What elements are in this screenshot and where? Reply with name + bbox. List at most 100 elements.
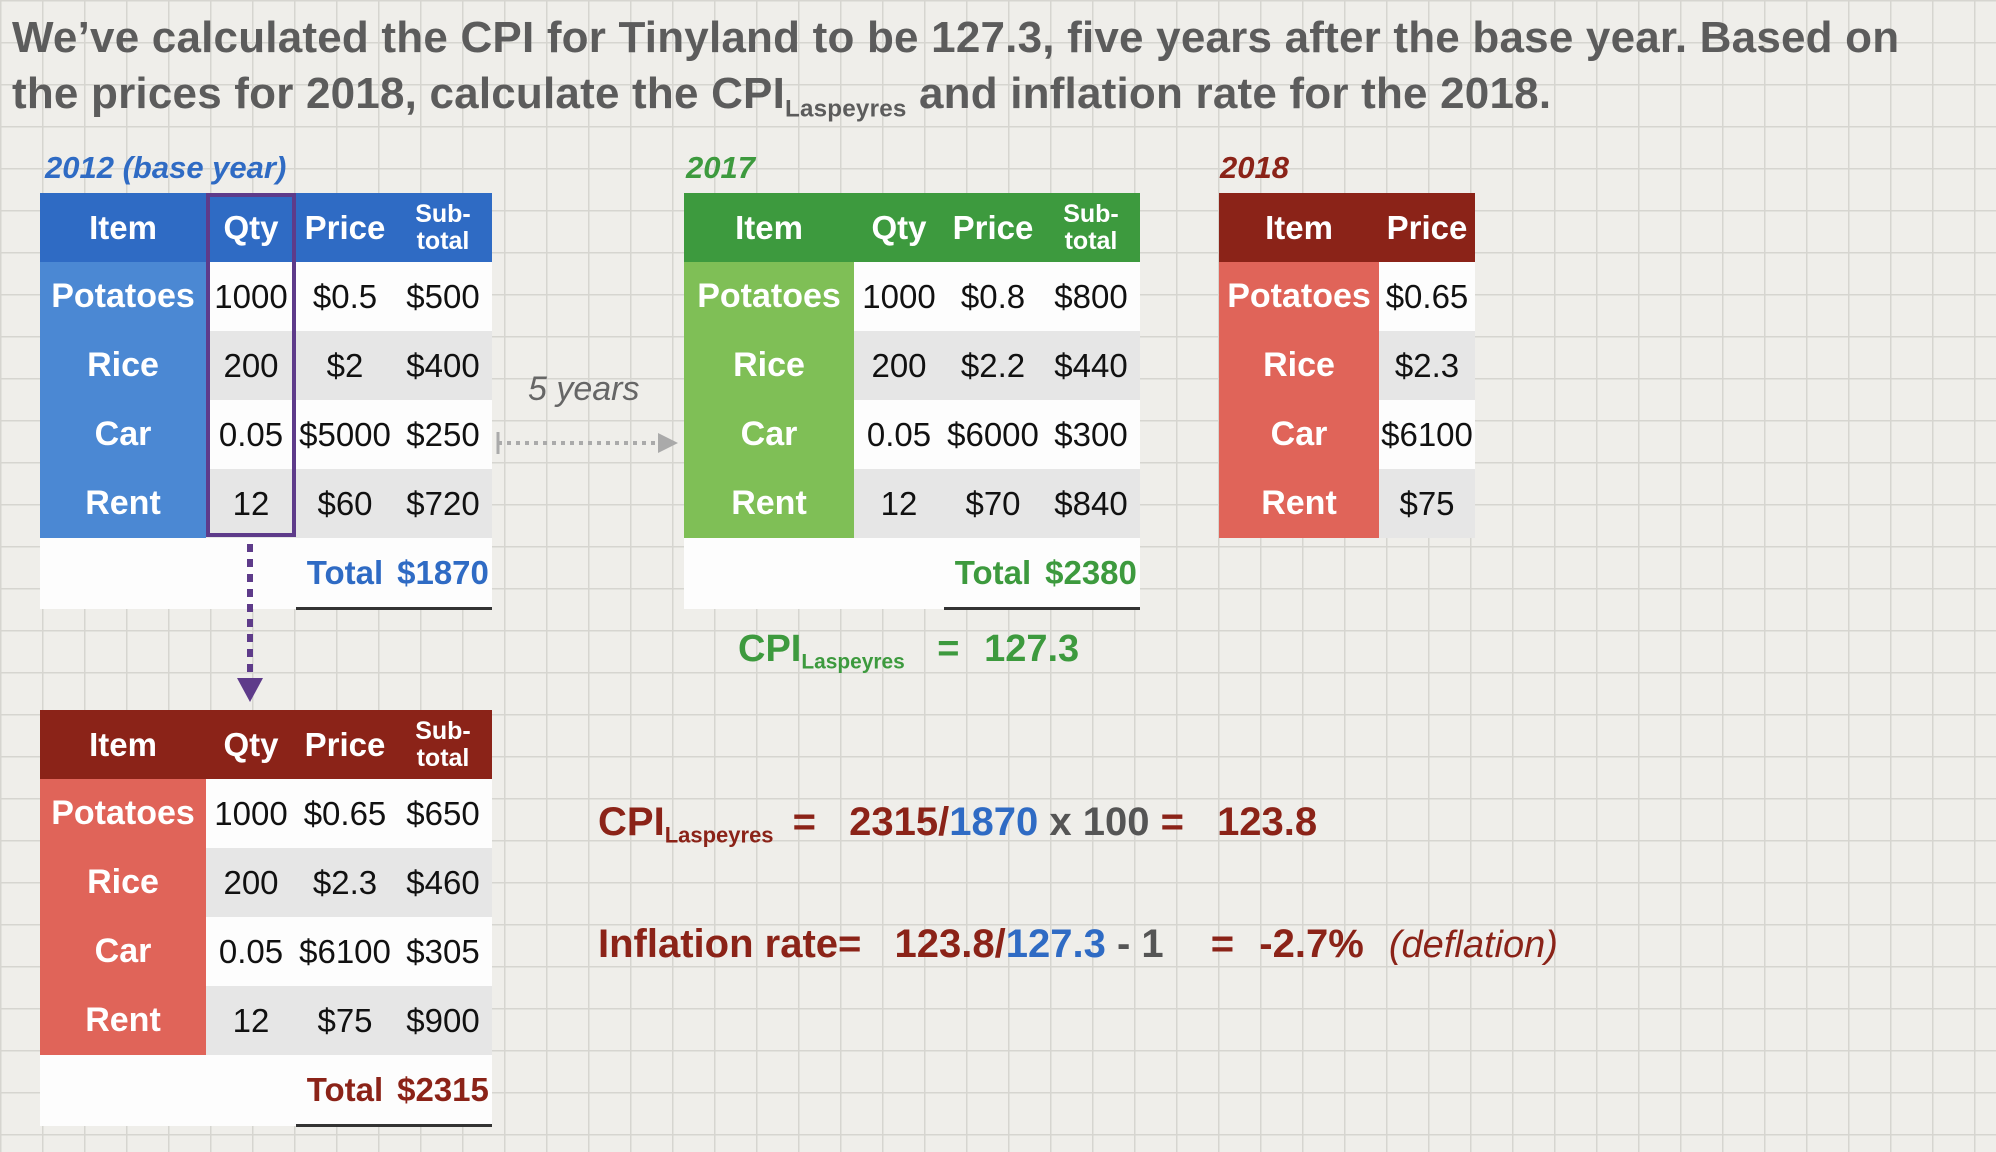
subtotal-cell: $800 — [1042, 262, 1140, 331]
item-cell: Rice — [684, 331, 854, 400]
header-qty: Qty — [854, 193, 944, 262]
table-row: Rice 200 $2.3 $460 — [40, 848, 492, 917]
caption-2018: 2018 — [1220, 150, 1289, 185]
table-2017: Item Qty Price Sub-total Potatoes 1000 $0.… — [684, 193, 1140, 610]
subtotal-cell: $250 — [394, 400, 492, 469]
qty-cell: 1000 — [206, 779, 296, 848]
denominator: 127.3 — [1005, 922, 1106, 966]
header-subtotal: Sub-total — [1042, 193, 1140, 262]
cpi-subscript: Laspeyres — [801, 650, 905, 674]
price-cell: $6100 — [296, 917, 394, 986]
header-qty: Qty — [206, 710, 296, 779]
qty-cell: 1000 — [206, 262, 296, 331]
price-cell: $6100 — [1379, 400, 1475, 469]
price-cell: $2.2 — [944, 331, 1042, 400]
table-header: Item Price — [1219, 193, 1475, 262]
price-cell: $60 — [296, 469, 394, 538]
item-cell: Potatoes — [40, 262, 206, 331]
header-price: Price — [1379, 193, 1475, 262]
title-line1: We’ve calculated the CPI for Tinyland to… — [12, 13, 1900, 62]
cpi-subscript: Laspeyres — [664, 822, 774, 848]
price-cell: $70 — [944, 469, 1042, 538]
table-row: Potatoes $0.65 — [1219, 262, 1475, 331]
item-cell: Rent — [1219, 469, 1379, 538]
price-cell: $75 — [1379, 469, 1475, 538]
price-cell: $75 — [296, 986, 394, 1055]
header-item: Item — [40, 193, 206, 262]
table-row: Rent 12 $60 $720 — [40, 469, 492, 538]
subtotal-cell: $650 — [394, 779, 492, 848]
numerator: 123.8 — [894, 922, 995, 966]
price-cell: $5000 — [296, 400, 394, 469]
inflation-equation: Inflation rate= 123.8/127.3 - 1 = -2.7% … — [598, 922, 1558, 967]
table-2012: Item Qty Price Sub-total Potatoes 1000 $0.… — [40, 193, 492, 610]
table-row: Potatoes 1000 $0.8 $800 — [684, 262, 1140, 331]
item-cell: Rice — [40, 331, 206, 400]
subtotal-cell: $900 — [394, 986, 492, 1055]
table-row: Rice $2.3 — [1219, 331, 1475, 400]
item-cell: Rice — [1219, 331, 1379, 400]
five-years-label: 5 years — [528, 370, 640, 408]
caption-2017: 2017 — [686, 150, 755, 185]
table-row: Car $6100 — [1219, 400, 1475, 469]
divide-sign: / — [938, 800, 950, 844]
table-row: Potatoes 1000 $0.65 $650 — [40, 779, 492, 848]
title-line2-end: and inflation rate for the 2018. — [906, 69, 1552, 118]
item-cell: Potatoes — [684, 262, 854, 331]
qty-cell: 200 — [854, 331, 944, 400]
item-cell: Rent — [684, 469, 854, 538]
total-label: Total — [296, 1055, 394, 1127]
header-item: Item — [40, 710, 206, 779]
table-header: Item Qty Price Sub-total — [40, 710, 492, 779]
price-cell: $0.65 — [296, 779, 394, 848]
table-row: Rent 12 $70 $840 — [684, 469, 1140, 538]
qty-cell: 0.05 — [206, 917, 296, 986]
price-cell: $2 — [296, 331, 394, 400]
total-label: Total — [944, 538, 1042, 610]
subtotal-cell: $400 — [394, 331, 492, 400]
cpi-2017-equation: CPILaspeyres = 127.3 — [738, 628, 1079, 674]
item-cell: Rice — [40, 848, 206, 917]
total-row: Total $2380 — [684, 538, 1140, 610]
cpi-label: CPI — [598, 800, 665, 844]
table-row: Car 0.05 $5000 $250 — [40, 400, 492, 469]
header-item: Item — [1219, 193, 1379, 262]
table-header: Item Qty Price Sub-total — [40, 193, 492, 262]
cpi-2018-equation: CPILaspeyres = 2315/1870 x 100 = 123.8 — [598, 800, 1317, 849]
qty-cell: 200 — [206, 848, 296, 917]
header-subtotal: Sub-total — [394, 710, 492, 779]
subtotal-cell: $500 — [394, 262, 492, 331]
qty-cell: 12 — [206, 469, 296, 538]
total-value: $2315 — [394, 1055, 492, 1127]
subtotal-cell: $720 — [394, 469, 492, 538]
price-cell: $0.8 — [944, 262, 1042, 331]
denominator: 1870 — [949, 800, 1039, 844]
total-label: Total — [296, 538, 394, 610]
item-cell: Rent — [40, 469, 206, 538]
question-text: We’ve calculated the CPI for Tinyland to… — [12, 10, 1987, 137]
price-cell: $2.3 — [1379, 331, 1475, 400]
table-row: Potatoes 1000 $0.5 $500 — [40, 262, 492, 331]
cpi-label: CPI — [738, 628, 802, 670]
header-subtotal: Sub-total — [394, 193, 492, 262]
total-row: Total $1870 — [40, 538, 492, 610]
equals-sign: = — [937, 628, 960, 670]
inflation-label: Inflation rate — [598, 922, 839, 966]
equals-sign: = — [838, 922, 862, 966]
minus-one: - 1 — [1105, 922, 1164, 966]
table-row: Rent $75 — [1219, 469, 1475, 538]
price-cell: $0.65 — [1379, 262, 1475, 331]
item-cell: Rent — [40, 986, 206, 1055]
caption-2012: 2012 (base year) — [45, 150, 287, 185]
total-row: Total $2315 — [40, 1055, 492, 1127]
table-row: Rent 12 $75 $900 — [40, 986, 492, 1055]
item-cell: Car — [40, 400, 206, 469]
table-header: Item Qty Price Sub-total — [684, 193, 1140, 262]
equals-sign-2: = — [1160, 800, 1184, 844]
table-row: Rice 200 $2 $400 — [40, 331, 492, 400]
multiplier: x 100 — [1038, 800, 1161, 844]
deflation-note: (deflation) — [1388, 924, 1558, 966]
item-cell: Car — [684, 400, 854, 469]
table-row: Car 0.05 $6000 $300 — [684, 400, 1140, 469]
equals-sign: = — [792, 800, 817, 844]
